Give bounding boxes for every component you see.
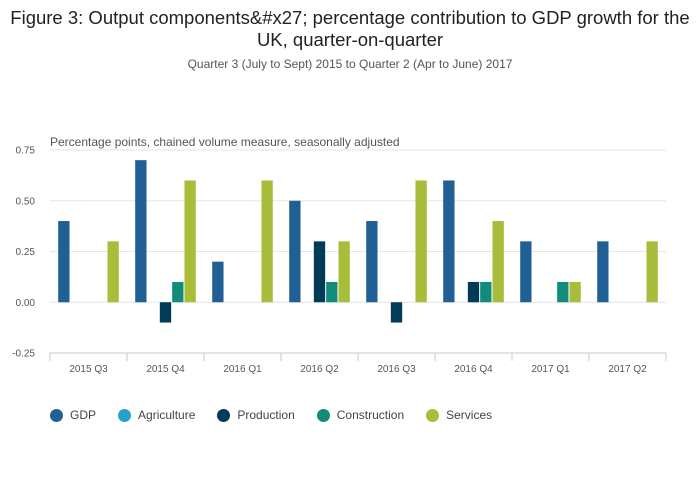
- bar-gdp[interactable]: [520, 241, 532, 303]
- bar-services[interactable]: [569, 281, 581, 303]
- y-tick-label: 0.50: [16, 196, 36, 207]
- bar-services[interactable]: [261, 180, 273, 303]
- legend-swatch: [217, 408, 231, 422]
- legend-label: Construction: [336, 408, 405, 422]
- chart-subtitle: Quarter 3 (July to Sept) 2015 to Quarter…: [187, 57, 513, 71]
- x-tick-label: 2016 Q3: [377, 364, 416, 375]
- y-tick-label: -0.25: [12, 349, 35, 360]
- x-tick-label: 2016 Q2: [300, 364, 339, 375]
- bar-services[interactable]: [492, 221, 504, 303]
- x-tick-label: 2016 Q1: [223, 364, 262, 375]
- x-tick-label: 2017 Q2: [608, 364, 647, 375]
- legend-swatch: [118, 408, 132, 422]
- legend-item-services[interactable]: Services: [426, 408, 492, 422]
- bar-gdp[interactable]: [58, 221, 70, 303]
- bar-services[interactable]: [338, 241, 350, 303]
- x-tick-label: 2016 Q4: [454, 364, 493, 375]
- bar-gdp[interactable]: [366, 221, 378, 303]
- y-tick-label: 0.75: [16, 146, 36, 157]
- bar-construction[interactable]: [172, 281, 184, 303]
- y-axis-label: Percentage points, chained volume measur…: [50, 135, 400, 149]
- legend-label: Services: [446, 408, 493, 422]
- x-tick-label: 2017 Q1: [531, 364, 570, 375]
- y-tick-label: 0.00: [16, 298, 36, 309]
- y-axis-ticks: 0.75 0.50 0.25 0.00 -0.25: [12, 146, 35, 360]
- bar-gdp[interactable]: [212, 261, 224, 303]
- bar-services[interactable]: [415, 180, 427, 303]
- legend-swatch: [316, 408, 330, 422]
- x-tick-label: 2015 Q3: [69, 364, 108, 375]
- bars: [58, 160, 658, 323]
- bar-gdp[interactable]: [289, 200, 301, 303]
- bar-production[interactable]: [159, 302, 172, 323]
- bar-production[interactable]: [390, 302, 403, 323]
- bar-services[interactable]: [107, 241, 119, 303]
- legend-label: Production: [237, 408, 295, 422]
- bar-gdp[interactable]: [597, 241, 609, 303]
- legend-item-gdp[interactable]: GDP: [50, 408, 96, 422]
- legend-swatch: [50, 408, 63, 422]
- x-axis: 2015 Q3 2015 Q4 2016 Q1 2016 Q2 2016 Q3 2016 …: [49, 352, 667, 375]
- legend-swatch: [426, 408, 440, 422]
- bar-construction[interactable]: [326, 281, 338, 303]
- legend-item-agriculture[interactable]: Agriculture: [118, 408, 195, 422]
- chart-title: Figure 3: Output components&#x27; percen…: [10, 7, 690, 50]
- y-tick-label: 0.25: [16, 247, 36, 258]
- legend-item-production[interactable]: Production: [217, 408, 295, 422]
- bar-gdp[interactable]: [443, 180, 455, 303]
- legend-label: GDP: [70, 408, 97, 422]
- bar-production[interactable]: [313, 241, 326, 303]
- x-tick-label: 2015 Q4: [146, 364, 185, 375]
- bar-services[interactable]: [646, 241, 658, 303]
- bar-production[interactable]: [467, 281, 480, 303]
- bar-services[interactable]: [184, 180, 196, 303]
- bar-construction[interactable]: [480, 281, 492, 303]
- legend-item-construction[interactable]: Construction: [316, 408, 405, 422]
- bar-construction[interactable]: [557, 281, 569, 303]
- legend: GDP Agriculture Production Construction Serv…: [50, 408, 514, 422]
- bar-gdp[interactable]: [135, 160, 147, 303]
- legend-label: Agriculture: [138, 408, 196, 422]
